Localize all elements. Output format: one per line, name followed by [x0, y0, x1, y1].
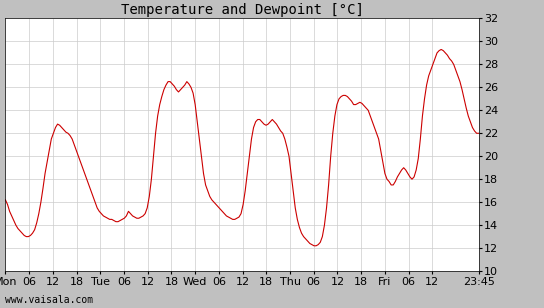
Text: www.vaisala.com: www.vaisala.com — [5, 295, 94, 305]
Title: Temperature and Dewpoint [°C]: Temperature and Dewpoint [°C] — [121, 3, 363, 17]
